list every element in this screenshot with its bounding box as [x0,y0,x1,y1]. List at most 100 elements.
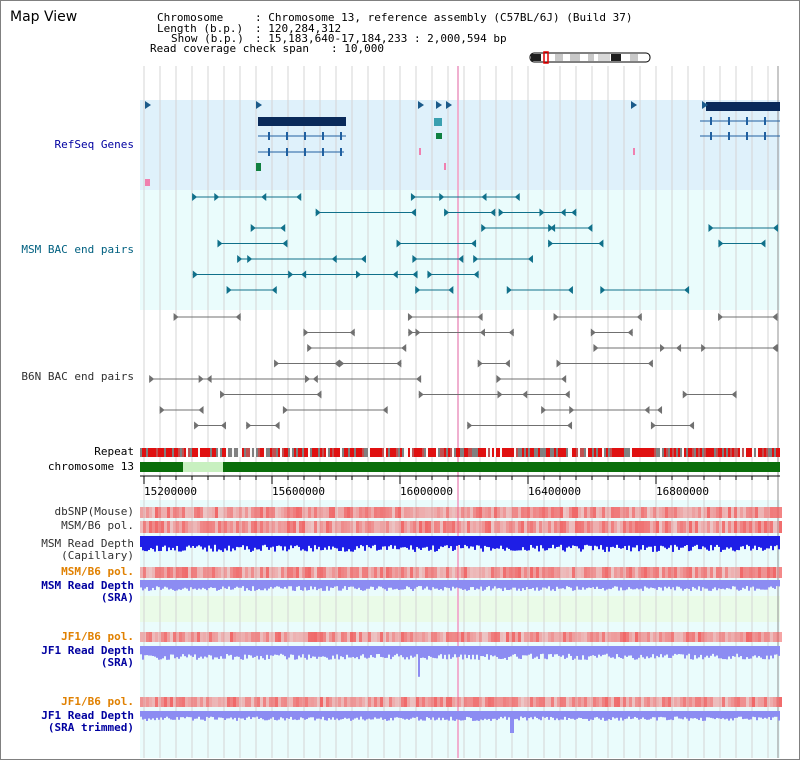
track-label-msm-read-depth-sra-sub: (SRA) [100,591,134,604]
msm-pol-heat [452,521,455,533]
msm-sra-depth-bar [702,580,704,588]
chromosome-ideogram[interactable] [529,51,651,64]
jf1-trim-pol-heat [710,697,713,707]
msm-capillary-depth-bar [192,536,194,546]
msm-capillary-depth-bar [508,536,510,549]
msm-sra-pol-heat [587,567,590,578]
msm-sra-depth-bar [244,580,246,591]
repeat-segment [400,448,402,457]
repeat-segment [656,448,658,457]
track-label-msm-b6-pol[interactable]: MSM/B6 pol. [61,519,134,532]
msm-sra-pol-heat [299,567,302,578]
jf1-trim-depth-bar [344,711,346,718]
b6n-bac-pair-end [627,328,633,337]
exon [710,132,712,140]
msm-sra-depth-bar [712,580,714,589]
msm-capillary-depth-bar [684,536,686,547]
msm-sra-depth-bar [746,580,748,587]
jf1-pol-heat [563,632,566,642]
msm-pol-heat [521,521,524,533]
jf1-trim-depth-bar [530,711,532,718]
jf1-pol-heat [629,632,632,642]
track-label-msm-bac[interactable]: MSM BAC end pairs [21,243,134,256]
gene-arrow [418,101,424,109]
msm-sra-depth-bar [416,580,418,587]
dbsnp-heat [377,507,380,518]
jf1-trim-depth-bar [506,711,508,720]
jf1-trim-pol-heat [644,697,647,707]
msm-pol-heat [743,521,746,533]
msm-pol-heat [194,521,197,533]
track-label-dbsnp[interactable]: dbSNP(Mouse) [54,505,134,518]
repeat-segment [430,448,432,457]
jf1-trim-depth-bar [148,711,150,719]
jf1-pol-heat [209,632,212,642]
track-label-msm-b6-pol-sra[interactable]: MSM/B6 pol. [61,565,134,578]
repeat-segment [402,448,404,457]
jf1-pol-heat [725,632,728,642]
msm-capillary-depth-bar [606,536,608,547]
msm-sra-depth-bar [602,580,604,588]
track-label-refseq-genes[interactable]: RefSeq Genes [54,138,134,151]
msm-sra-depth-bar [242,580,244,587]
jf1-pol-heat [350,632,353,642]
track-label-jf1-read-depth-sra[interactable]: JF1 Read Depth [41,644,134,657]
msm-sra-depth-bar [434,580,436,589]
msm-sra-pol-heat [512,567,515,578]
msm-capillary-depth-bar [240,536,242,548]
jf1-sra-depth-bar [400,646,402,656]
repeat-segment [432,448,434,457]
jf1-pol-heat [503,632,506,642]
msm-pol-heat [512,521,515,533]
msm-sra-depth-bar [694,580,696,589]
jf1-trim-depth-bar [596,711,598,718]
msm-sra-pol-heat [722,567,725,578]
track-label-jf1-b6-pol-trim[interactable]: JF1/B6 pol. [61,695,134,708]
dbsnp-heat [749,507,752,518]
jf1-pol-heat [779,632,782,642]
jf1-trim-depth-bar [462,711,464,721]
msm-sra-pol-heat [167,567,170,578]
repeat-segment [386,448,388,457]
dbsnp-heat [344,507,347,518]
track-label-msm-read-depth-sra[interactable]: MSM Read Depth [41,579,134,592]
jf1-sra-depth-bar [616,646,618,655]
msm-sra-pol-heat [575,567,578,578]
jf1-pol-heat [587,632,590,642]
msm-capillary-depth-bar [476,536,478,546]
jf1-sra-depth-bar [644,646,646,659]
msm-bac-pair-end [296,193,302,201]
jf1-pol-heat [515,632,518,642]
dbsnp-heat [296,507,299,518]
msm-capillary-depth-bar [318,536,320,547]
msm-sra-depth-bar [652,580,654,589]
jf1-trim-depth-bar [686,711,688,719]
jf1-sra-depth-bar [426,646,428,660]
msm-sra-pol-heat [293,567,296,578]
track-label-jf1-b6-pol[interactable]: JF1/B6 pol. [61,630,134,643]
msm-capillary-depth-bar [260,536,262,551]
msm-sra-pol-heat [518,567,521,578]
track-label-b6n-bac[interactable]: B6N BAC end pairs [21,370,134,383]
msm-sra-pol-heat [527,567,530,578]
msm-capillary-depth-bar [210,536,212,549]
msm-sra-depth-bar [720,580,722,590]
msm-capillary-depth-bar [688,536,690,552]
jf1-trim-pol-heat [335,697,338,707]
msm-sra-depth-bar [554,580,556,591]
jf1-trim-pol-heat [578,697,581,707]
jf1-sra-depth-bar [750,646,752,659]
jf1-trim-depth-bar [626,711,628,719]
refseq-pink [145,179,150,186]
jf1-trim-depth-bar [394,711,396,718]
msm-sra-pol-heat [170,567,173,578]
dbsnp-heat [338,507,341,518]
msm-sra-depth-bar [372,580,374,587]
msm-sra-pol-heat [584,567,587,578]
track-label-jf1-read-depth-trim[interactable]: JF1 Read Depth [41,709,134,722]
msm-pol-heat [263,521,266,533]
msm-pol-heat [749,521,752,533]
track-label-msm-read-depth-cap[interactable]: MSM Read Depth [41,537,134,550]
msm-sra-depth-bar [680,580,682,589]
